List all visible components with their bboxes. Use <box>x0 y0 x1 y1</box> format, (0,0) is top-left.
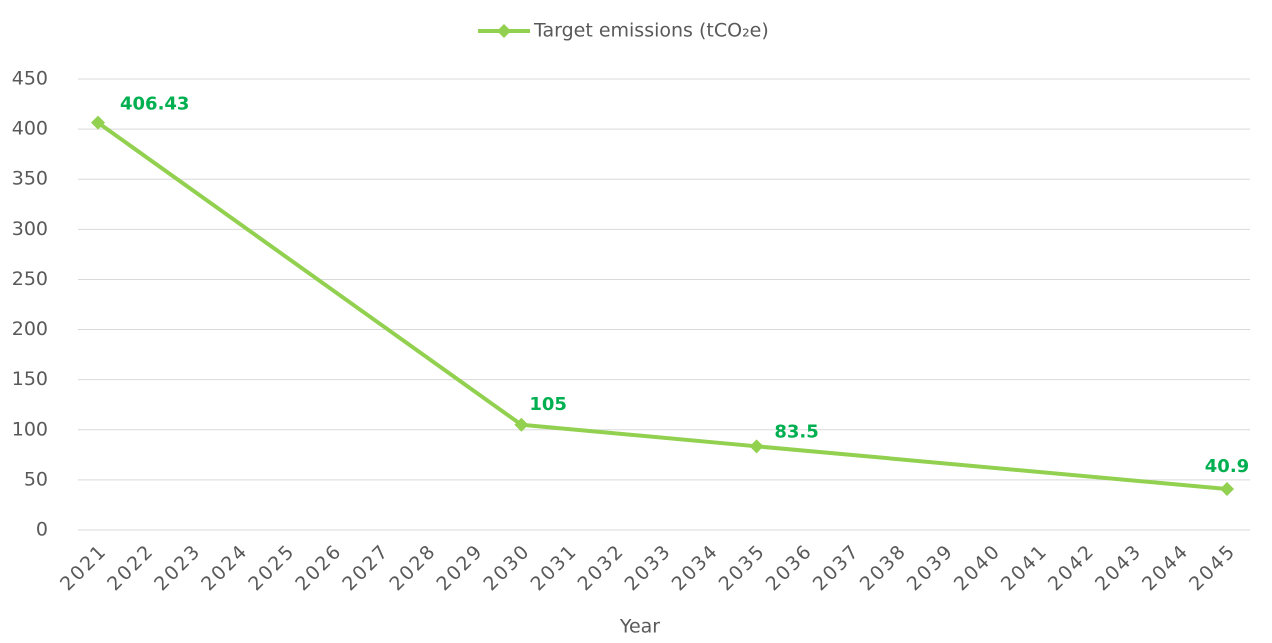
data-label: 406.43 <box>120 94 189 115</box>
x-tick-label: 2033 <box>621 540 676 595</box>
y-tick-label: 0 <box>36 519 48 541</box>
x-tick-label: 2031 <box>526 540 581 595</box>
x-axis-title: Year <box>619 616 660 638</box>
x-tick-label: 2026 <box>291 540 346 595</box>
y-tick-label: 400 <box>12 118 48 140</box>
data-label: 40.9 <box>1205 456 1249 477</box>
x-tick-label: 2024 <box>197 540 252 595</box>
x-tick-label: 2036 <box>762 540 817 595</box>
x-tick-label: 2025 <box>244 540 299 595</box>
x-tick-label: 2039 <box>903 540 958 595</box>
y-tick-label: 450 <box>12 68 48 90</box>
y-tick-label: 350 <box>12 168 48 190</box>
y-tick-label: 200 <box>12 318 48 340</box>
y-tick-label: 250 <box>12 268 48 290</box>
x-tick-label: 2040 <box>950 540 1005 595</box>
y-tick-label: 50 <box>24 468 48 490</box>
x-tick-label: 2034 <box>668 540 723 595</box>
x-tick-label: 2037 <box>809 540 864 595</box>
legend-label: Target emissions (tCO₂e) <box>533 20 769 42</box>
marker <box>514 417 529 432</box>
x-tick-label: 2038 <box>856 540 911 595</box>
x-tick-label: 2043 <box>1091 540 1146 595</box>
marker <box>1220 482 1234 497</box>
x-tick-label: 2027 <box>338 540 393 595</box>
x-tick-label: 2035 <box>715 540 770 595</box>
x-tick-label: 2029 <box>432 540 487 595</box>
legend-marker <box>497 24 511 38</box>
marker <box>91 115 105 130</box>
x-tick-label: 2023 <box>150 540 205 595</box>
x-tick-label: 2042 <box>1044 540 1099 595</box>
y-tick-label: 300 <box>12 218 48 240</box>
x-tick-label: 2028 <box>385 540 440 595</box>
line <box>96 121 1228 492</box>
x-tick-label: 2030 <box>479 540 534 595</box>
data-label: 83.5 <box>774 421 818 442</box>
x-tick-label: 2022 <box>103 540 158 595</box>
y-tick-label: 150 <box>12 368 48 390</box>
data-label: 105 <box>529 394 567 415</box>
x-tick-label: 2045 <box>1185 540 1240 595</box>
x-tick-label: 2041 <box>997 540 1052 595</box>
marker <box>749 439 764 454</box>
x-tick-label: 2044 <box>1138 540 1193 595</box>
y-tick-label: 100 <box>12 418 48 440</box>
x-tick-label: 2032 <box>573 540 628 595</box>
x-tick-label: 2021 <box>56 540 111 595</box>
